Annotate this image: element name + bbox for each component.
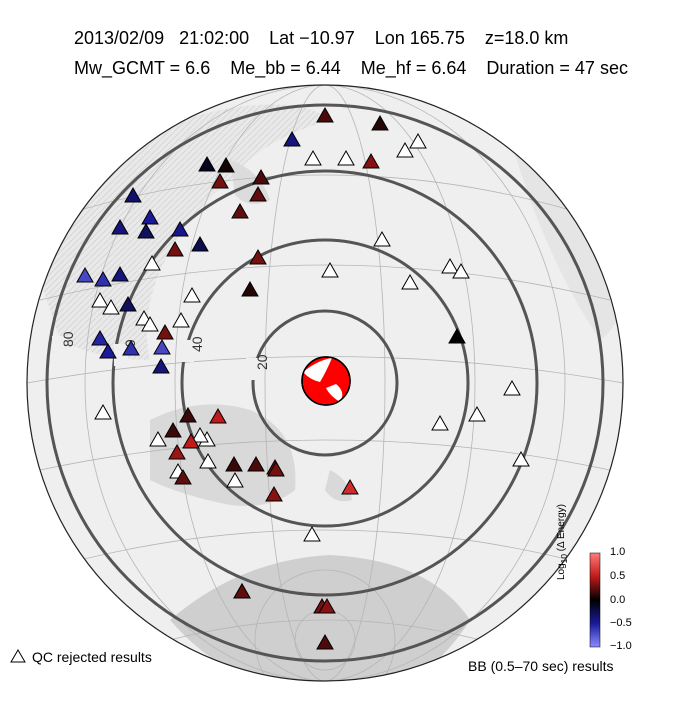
station-rejected-marker [441,257,459,274]
event-header-line1: 2013/02/09 21:02:00 Lat −10.97 Lon 165.7… [74,28,569,48]
ring-60 [111,169,539,597]
station-marker [249,185,267,202]
colorbar-tick: 1.0 [610,546,626,558]
station-marker [341,478,359,495]
station-marker [171,220,189,237]
ring-40 [180,238,470,528]
station-marker [111,265,129,282]
station-rejected-marker [143,254,161,271]
station-rejected-marker [512,450,530,467]
station-marker [164,421,182,438]
distance-label-40: 40 [189,336,205,352]
station-rejected-marker [468,405,486,422]
station-marker [99,342,117,359]
station-marker [198,155,216,172]
focal-mechanism-beachball [301,356,351,406]
station-marker [179,406,197,423]
station-marker [225,455,243,472]
station-marker [241,280,259,297]
station-marker [124,186,142,203]
station-marker [316,633,334,650]
bb-results-label: BB (0.5–70 sec) results [468,658,614,674]
station-marker [166,240,184,257]
station-rejected-marker [304,149,322,166]
station-marker [156,323,174,340]
qc-rejected-symbol [10,649,26,663]
station-rejected-marker [183,286,201,303]
station-rejected-marker [102,298,120,315]
station-rejected-marker [191,426,209,443]
colorbar-label: Log10 (Δ Energy) [556,504,569,580]
station-marker [233,582,251,599]
station-marker [247,455,265,472]
station-marker [362,152,380,169]
colorbar-tick: −1.0 [610,640,632,652]
station-marker [252,168,270,185]
distance-label-80: 80 [60,331,76,347]
station-marker [111,218,129,235]
distance-rings [45,103,605,663]
station-rejected-marker [503,379,521,396]
station-marker [174,468,192,485]
station-rejected-marker [401,273,419,290]
station-marker [316,106,334,123]
station-marker [182,432,200,449]
station-marker [231,202,249,219]
colorbar-tick: 0.0 [610,594,626,606]
station-marker [217,156,235,173]
station-rejected-marker [431,414,449,431]
stations [76,106,530,650]
station-marker [371,114,389,131]
station-marker [137,222,155,239]
station-rejected-marker [199,452,217,469]
station-marker [191,235,209,252]
station-rejected-marker [452,262,470,279]
station-rejected-marker [141,315,159,332]
station-marker [94,270,112,287]
station-marker [152,357,170,374]
station-rejected-marker [94,403,112,420]
station-marker [265,485,283,502]
station-rejected-marker [409,132,427,149]
station-marker [267,460,285,477]
graticule [27,85,623,681]
station-rejected-marker [172,311,190,328]
station-rejected-marker [396,141,414,158]
station-marker [211,172,229,189]
station-marker [209,407,227,424]
colorbar-tick: 0.5 [610,570,626,582]
station-rejected-marker [321,261,339,278]
station-marker [283,130,301,147]
station-rejected-marker [373,230,391,247]
station-marker [448,327,466,344]
ring-20 [251,309,399,457]
ring-80 [45,103,605,663]
station-marker [249,248,267,265]
station-rejected-marker [303,525,321,542]
distance-label-20: 20 [254,354,270,370]
station-marker [318,597,336,614]
colorbar-tick: −0.5 [610,617,632,629]
station-rejected-marker [91,291,109,308]
station-marker [153,338,171,355]
colorbar [589,552,601,648]
station-rejected-marker [149,430,167,447]
station-rejected-marker [337,149,355,166]
station-marker [122,339,140,356]
station-marker [91,329,109,346]
station-rejected-marker [226,471,244,488]
station-marker [141,208,159,225]
event-header-line2: Mw_GCMT = 6.6 Me_bb = 6.44 Me_hf = 6.64 … [74,58,628,78]
station-marker [168,443,186,460]
station-marker [119,295,137,312]
qc-rejected-label: QC rejected results [32,649,152,665]
station-marker [76,266,94,283]
